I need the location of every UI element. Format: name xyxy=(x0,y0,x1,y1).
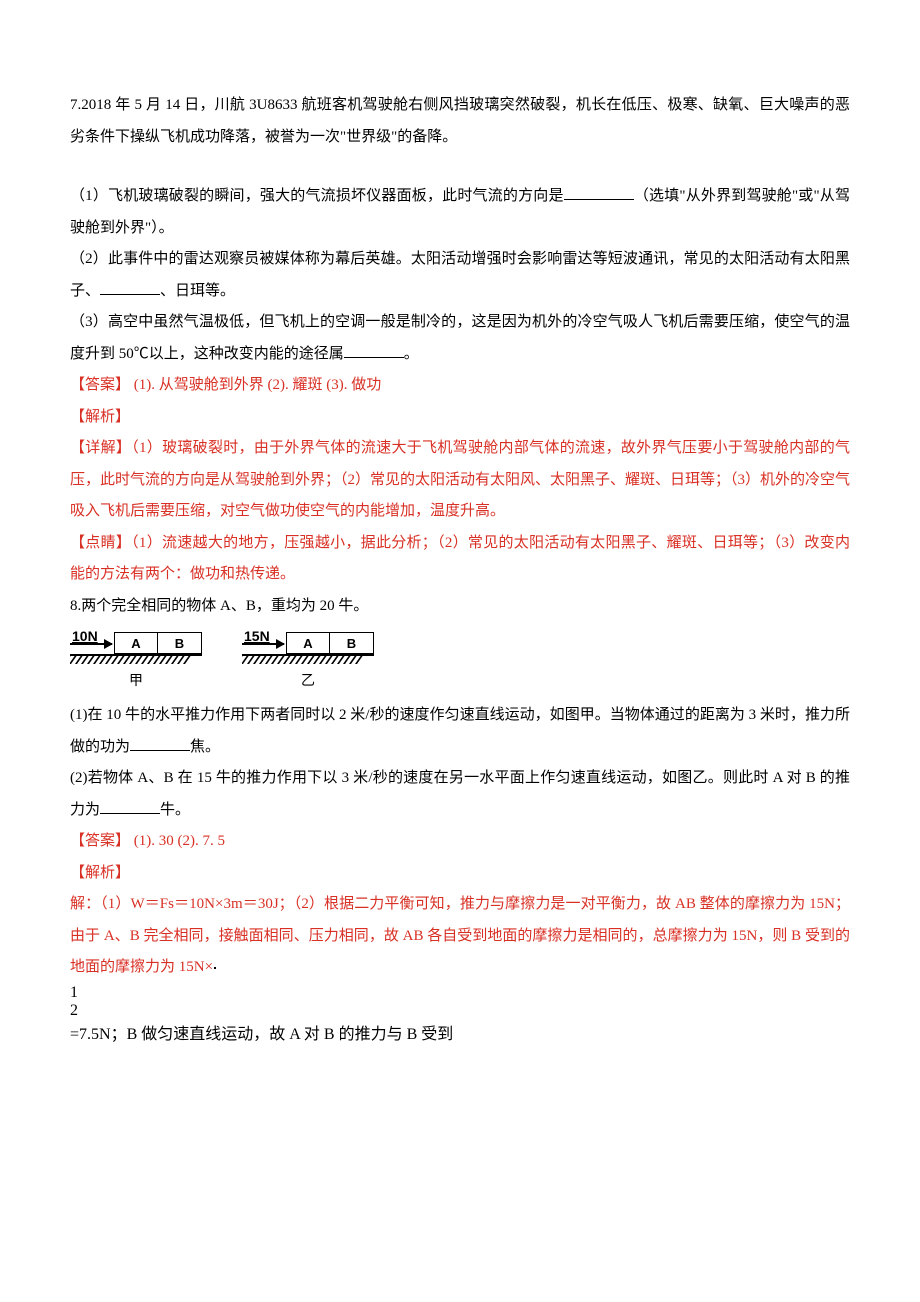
fraction-num: 1 xyxy=(70,984,850,1002)
q8-figures: 10N A B 甲 15N A B 乙 xyxy=(70,632,850,690)
q8-jiexi-label: 【解析】 xyxy=(70,858,850,890)
q7-xj-text: （1）玻璃破裂时，由于外界气体的流速大于飞机驾驶舱内部气体的流速，故外界气压要小… xyxy=(70,440,850,519)
q7-p1-blank xyxy=(564,182,634,200)
q8-part1: (1)在 10 牛的水平推力作用下两者同时以 2 米/秒的速度作匀速直线运动，如… xyxy=(70,700,850,763)
q7-ans3: (3). 做功 xyxy=(323,377,382,393)
figure-yi-blocks: 15N A B xyxy=(242,632,374,656)
q7-dianjing: 【点睛】（1）流速越大的地方，压强越小，据此分析；（2）常见的太阳活动有太阳黑子… xyxy=(70,528,850,591)
q7-xiangjie: 【详解】（1）玻璃破裂时，由于外界气体的流速大于飞机驾驶舱内部气体的流速，故外界… xyxy=(70,433,850,528)
arrow-icon xyxy=(242,643,284,645)
q7-p3-text-b: 。 xyxy=(404,346,419,362)
q7-part1: （1）飞机玻璃破裂的瞬间，强大的气流损坏仪器面板，此时气流的方向是（选填"从外界… xyxy=(70,181,850,244)
q7-dj-label: 【点睛】 xyxy=(70,535,131,551)
q7-xj-label: 【详解】 xyxy=(70,440,131,456)
q7-part3: （3）高空中虽然气温极低，但飞机上的空调一般是制冷的，这是因为机外的冷空气吸人飞… xyxy=(70,307,850,370)
q8-solution: 解：（1）W＝Fs＝10N×3m＝30J；（2）根据二力平衡可知，推力与摩擦力是… xyxy=(70,889,850,984)
q7-ans1: (1). 从驾驶舱到外界 xyxy=(130,377,264,393)
figure-jia-force-label: 10N xyxy=(72,629,98,643)
figure-jia-blocks: 10N A B xyxy=(70,632,202,656)
q7-part2: （2）此事件中的雷达观察员被媒体称为幕后英雄。太阳活动增强时会影响雷达等短波通讯… xyxy=(70,244,850,307)
q7-intro: 7.2018 年 5 月 14 日，川航 3U8633 航班客机驾驶舱右侧风挡玻… xyxy=(70,90,850,153)
figure-jia-box-b: B xyxy=(158,632,202,654)
q8-p2-text-b: 牛。 xyxy=(160,802,190,818)
q8-ans1: (1). 30 xyxy=(130,833,174,849)
q8-p1-blank xyxy=(130,733,190,751)
figure-jia-label: 甲 xyxy=(129,670,143,690)
q7-p3-text-a: （3）高空中虽然气温极低，但飞机上的空调一般是制冷的，这是因为机外的冷空气吸人飞… xyxy=(70,314,850,362)
q8-p2-blank xyxy=(100,796,160,814)
q7-p3-blank xyxy=(344,340,404,358)
figure-yi-box-a: A xyxy=(286,632,330,654)
arrow-icon xyxy=(70,643,112,645)
figure-yi-force: 15N xyxy=(242,629,284,645)
q8-sol-a: 解：（1）W＝Fs＝10N×3m＝30J；（2）根据二力平衡可知，推力与摩擦力是… xyxy=(70,896,850,975)
q8-answer-label: 【答案】 xyxy=(70,833,130,849)
figure-jia-force: 10N xyxy=(70,629,112,645)
q8-p1-text-b: 焦。 xyxy=(190,739,220,755)
figure-yi-label: 乙 xyxy=(301,670,315,690)
q7-answer-label: 【答案】 xyxy=(70,377,130,393)
fraction-half xyxy=(214,967,216,969)
figure-yi: 15N A B 乙 xyxy=(242,632,374,690)
q7-p2-text-b: 、日珥等。 xyxy=(160,283,235,299)
q8-ans2: (2). 7. 5 xyxy=(174,833,225,849)
q8-answer-line: 【答案】 (1). 30 (2). 7. 5 xyxy=(70,826,850,858)
q7-dj-text: （1）流速越大的地方，压强越小，据此分析；（2）常见的太阳活动有太阳黑子、耀斑、… xyxy=(70,535,850,583)
q7-p2-blank xyxy=(100,277,160,295)
figure-yi-box-b: B xyxy=(330,632,374,654)
q8-part2: (2)若物体 A、B 在 15 牛的推力作用下以 3 米/秒的速度在另一水平面上… xyxy=(70,763,850,826)
figure-jia: 10N A B 甲 xyxy=(70,632,202,690)
q7-p1-text-a: （1）飞机玻璃破裂的瞬间，强大的气流损坏仪器面板，此时气流的方向是 xyxy=(70,188,564,204)
q7-answer-line: 【答案】 (1). 从驾驶舱到外界 (2). 耀斑 (3). 做功 xyxy=(70,370,850,402)
q8-sol-b: =7.5N；B 做匀速直线运动，故 A 对 B 的推力与 B 受到 xyxy=(70,1026,453,1043)
hatch-icon xyxy=(70,654,202,664)
figure-yi-force-label: 15N xyxy=(244,629,270,643)
q7-ans2: (2). 耀斑 xyxy=(264,377,323,393)
fraction-den: 2 xyxy=(70,1002,850,1020)
figure-jia-box-a: A xyxy=(114,632,158,654)
q7-jiexi-label: 【解析】 xyxy=(70,402,850,434)
q8-intro: 8.两个完全相同的物体 A、B，重均为 20 牛。 xyxy=(70,591,850,623)
hatch-icon xyxy=(242,654,374,664)
